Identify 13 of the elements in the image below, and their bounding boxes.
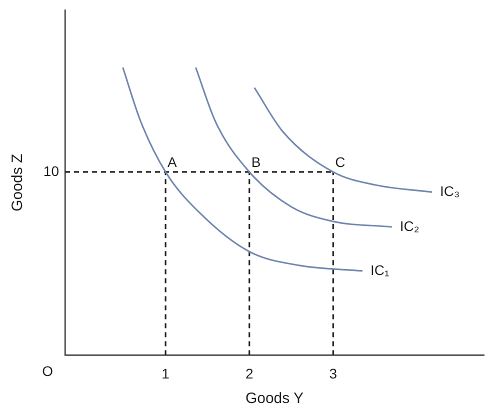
text: 10 (43, 162, 60, 179)
annotation: C (335, 154, 346, 170)
x-axis-title: Goods Y (245, 390, 304, 408)
series-label: IC₂ (400, 218, 420, 234)
series-label: IC₃ (440, 182, 460, 199)
x-tick-label: 1 (162, 365, 170, 382)
text: O (42, 363, 54, 380)
x-tick-label: 2 (245, 365, 254, 382)
series-label: IC₁ (370, 262, 390, 278)
x-tick-label: 3 (329, 365, 338, 382)
annotation: A (168, 154, 178, 170)
annotation: B (251, 154, 261, 170)
y-axis-title: Goods Z (9, 154, 26, 212)
